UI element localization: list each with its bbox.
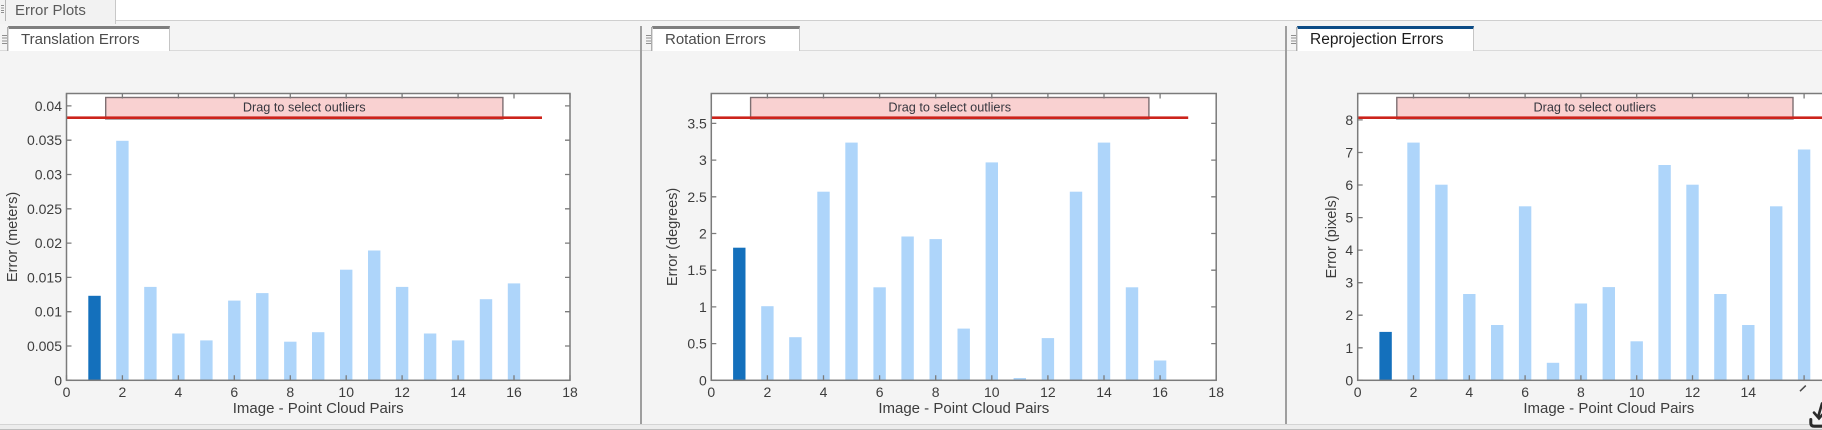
- svg-text:8: 8: [1577, 384, 1585, 400]
- svg-text:10: 10: [984, 384, 1000, 400]
- svg-text:18: 18: [1208, 384, 1224, 400]
- svg-text:4: 4: [1465, 384, 1473, 400]
- svg-text:7: 7: [1345, 145, 1353, 161]
- svg-text:Error (pixels): Error (pixels): [1324, 195, 1340, 278]
- svg-text:2.5: 2.5: [687, 189, 707, 205]
- svg-text:6: 6: [1521, 384, 1529, 400]
- svg-text:2: 2: [1345, 307, 1353, 323]
- svg-text:4: 4: [1345, 242, 1353, 258]
- svg-text:0.5: 0.5: [687, 336, 707, 352]
- svg-text:10: 10: [338, 384, 354, 400]
- svg-text:6: 6: [876, 384, 884, 400]
- svg-text:4: 4: [175, 384, 183, 400]
- svg-text:4: 4: [820, 384, 828, 400]
- svg-text:0: 0: [1345, 372, 1353, 388]
- svg-text:Image - Point Cloud Pairs: Image - Point Cloud Pairs: [1523, 400, 1694, 417]
- svg-text:Drag to select outliers: Drag to select outliers: [243, 101, 366, 115]
- svg-text:Image - Point Cloud Pairs: Image - Point Cloud Pairs: [233, 400, 404, 417]
- svg-text:5: 5: [1345, 210, 1353, 226]
- svg-text:3: 3: [699, 152, 707, 168]
- svg-text:1: 1: [699, 299, 707, 315]
- svg-text:16: 16: [506, 384, 522, 400]
- svg-text:8: 8: [932, 384, 940, 400]
- svg-text:0.03: 0.03: [35, 167, 62, 183]
- svg-text:6: 6: [230, 384, 238, 400]
- svg-text:Drag to select outliers: Drag to select outliers: [1533, 101, 1656, 115]
- svg-text:12: 12: [394, 384, 410, 400]
- svg-text:Error (meters): Error (meters): [5, 192, 21, 282]
- svg-text:0.025: 0.025: [27, 201, 62, 217]
- svg-text:Image - Point Cloud Pairs: Image - Point Cloud Pairs: [878, 400, 1049, 417]
- svg-text:1.5: 1.5: [687, 262, 707, 278]
- svg-text:0: 0: [699, 372, 707, 388]
- svg-text:14: 14: [450, 384, 466, 400]
- svg-text:1: 1: [1345, 340, 1353, 356]
- svg-text:3.5: 3.5: [687, 115, 707, 131]
- svg-text:12: 12: [1685, 384, 1701, 400]
- svg-text:8: 8: [1345, 112, 1353, 128]
- svg-text:2: 2: [764, 384, 772, 400]
- svg-text:0.035: 0.035: [27, 132, 62, 148]
- svg-text:0: 0: [54, 372, 62, 388]
- svg-text:0: 0: [707, 384, 715, 400]
- svg-text:Error (degrees): Error (degrees): [665, 188, 681, 286]
- svg-text:16: 16: [1152, 384, 1168, 400]
- svg-text:0: 0: [1354, 384, 1362, 400]
- svg-text:18: 18: [562, 384, 578, 400]
- svg-text:0.005: 0.005: [27, 338, 62, 354]
- svg-text:14: 14: [1741, 384, 1757, 400]
- svg-text:2: 2: [1410, 384, 1418, 400]
- svg-text:0: 0: [63, 384, 71, 400]
- svg-text:10: 10: [1629, 384, 1645, 400]
- svg-text:0.015: 0.015: [27, 269, 62, 285]
- svg-text:6: 6: [1345, 177, 1353, 193]
- svg-text:12: 12: [1040, 384, 1056, 400]
- svg-text:Drag to select outliers: Drag to select outliers: [888, 101, 1011, 115]
- svg-text:0.01: 0.01: [35, 304, 62, 320]
- svg-text:8: 8: [286, 384, 294, 400]
- svg-text:2: 2: [119, 384, 127, 400]
- svg-text:14: 14: [1096, 384, 1112, 400]
- svg-text:0.02: 0.02: [35, 235, 62, 251]
- svg-text:0.04: 0.04: [35, 98, 62, 114]
- svg-text:3: 3: [1345, 275, 1353, 291]
- svg-text:2: 2: [699, 226, 707, 242]
